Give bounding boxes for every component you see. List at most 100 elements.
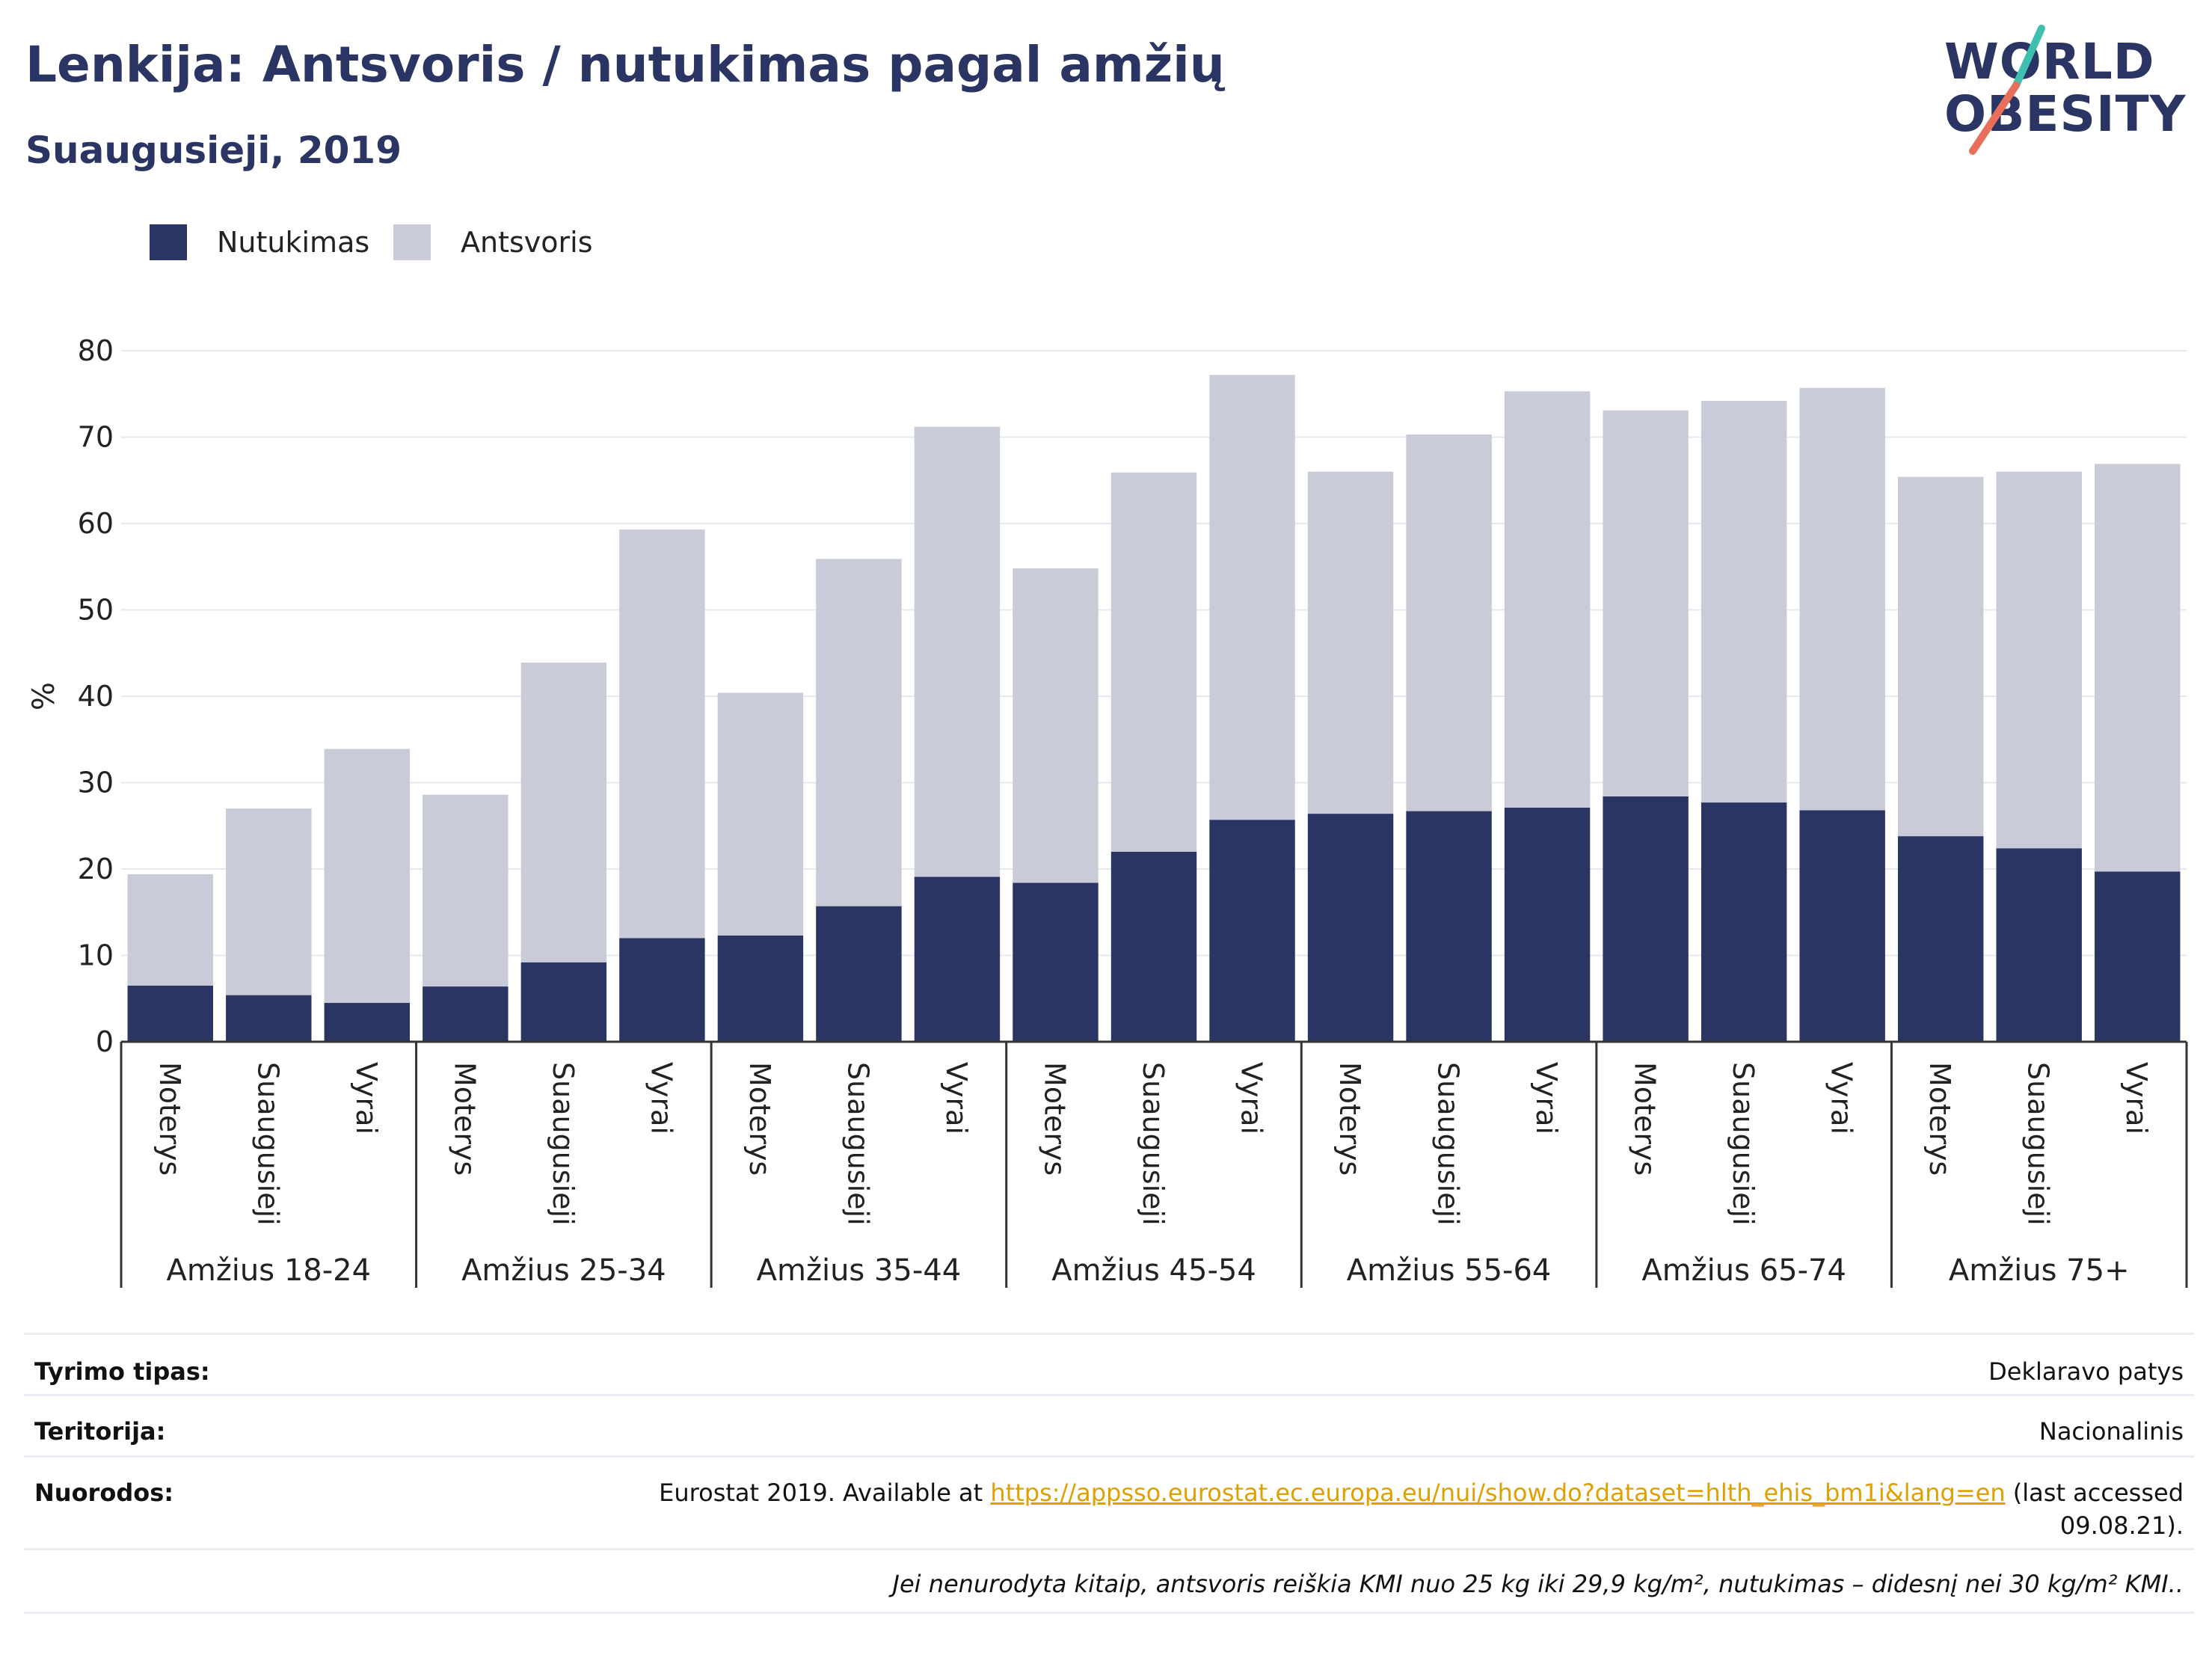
bar-nutukimas	[2095, 871, 2181, 1042]
x-tick-label: Suaugusieji	[2022, 1062, 2055, 1226]
bar-nutukimas	[619, 938, 705, 1042]
bar-nutukimas	[127, 985, 213, 1042]
bar-antsvoris	[1603, 410, 1689, 796]
chart-title: Lenkija: Antsvoris / nutukimas pagal amž…	[25, 36, 1225, 93]
x-tick-label: Vyrai	[645, 1062, 678, 1134]
bar-antsvoris	[1799, 387, 1885, 811]
references-suffix: (last accessed	[2005, 1479, 2184, 1507]
bar-antsvoris	[127, 873, 213, 986]
references-link[interactable]: https://appsso.eurostat.ec.europa.eu/nui…	[990, 1479, 2006, 1507]
x-tick-label: Suaugusieji	[841, 1062, 874, 1226]
bar-nutukimas	[1307, 814, 1394, 1042]
group-label: Amžius 18-24	[166, 1253, 371, 1288]
bar-antsvoris	[619, 529, 705, 939]
bar-nutukimas	[520, 962, 607, 1042]
legend-swatch-nutukimas	[150, 224, 187, 260]
bar-nutukimas	[1897, 836, 1984, 1042]
bar-nutukimas	[1996, 848, 2082, 1042]
references-prefix: Eurostat 2019. Available at	[659, 1479, 991, 1507]
group-label: Amžius 25-34	[461, 1253, 666, 1288]
bar-nutukimas	[324, 1003, 411, 1042]
bar-antsvoris	[914, 426, 1001, 877]
footer-note: Jei nenurodyta kitaip, antsvoris reiškia…	[892, 1570, 2184, 1598]
y-tick-label: 10	[78, 939, 114, 972]
y-tick-label: 0	[96, 1025, 114, 1058]
bar-nutukimas	[1603, 796, 1689, 1042]
x-tick-label: Vyrai	[940, 1062, 973, 1134]
bar-nutukimas	[1209, 820, 1295, 1042]
footer-row-note: Jei nenurodyta kitaip, antsvoris reiškia…	[24, 1548, 2194, 1614]
group-label: Amžius 65-74	[1641, 1253, 1846, 1288]
x-tick-label: Moterys	[1923, 1062, 1956, 1176]
x-tick-label: Vyrai	[1235, 1062, 1268, 1134]
bar-antsvoris	[1209, 375, 1295, 820]
x-tick-label: Moterys	[153, 1062, 186, 1176]
bar-antsvoris	[1013, 568, 1099, 883]
group-label: Amžius 75+	[1949, 1253, 2130, 1288]
bar-antsvoris	[1701, 400, 1787, 803]
x-tick-label: Vyrai	[1825, 1062, 1858, 1134]
legend-label-antsvoris: Antsvoris	[461, 226, 593, 259]
bar-nutukimas	[423, 986, 509, 1042]
x-tick-label: Moterys	[1333, 1062, 1366, 1176]
bar-antsvoris	[717, 693, 804, 936]
x-tick-label: Moterys	[1629, 1062, 1662, 1176]
footer-label-territory: Teritorija:	[34, 1417, 166, 1446]
bar-nutukimas	[717, 935, 804, 1042]
footer-value-territory: Nacionalinis	[2039, 1417, 2184, 1446]
legend-swatch-antsvoris	[393, 224, 431, 260]
footer-value-references: Eurostat 2019. Available at https://apps…	[659, 1479, 2184, 1507]
footer-row-references: Nuorodos: Eurostat 2019. Available at ht…	[24, 1455, 2194, 1550]
bar-antsvoris	[1307, 471, 1394, 814]
x-tick-label: Suaugusieji	[1137, 1062, 1170, 1226]
logo-slash-icon	[1969, 25, 2045, 155]
x-tick-label: Vyrai	[350, 1062, 383, 1134]
x-tick-label: Suaugusieji	[1432, 1062, 1465, 1226]
x-tick-label: Moterys	[1038, 1062, 1071, 1176]
bar-antsvoris	[423, 794, 509, 987]
bar-nutukimas	[1504, 807, 1591, 1042]
bar-nutukimas	[816, 906, 902, 1042]
y-tick-label: 70	[78, 421, 114, 454]
y-axis-label: %	[27, 682, 61, 710]
bar-antsvoris	[520, 662, 607, 962]
world-obesity-logo: WORLD OBESITY	[1944, 22, 2199, 157]
bar-nutukimas	[914, 876, 1001, 1042]
x-tick-label: Moterys	[743, 1062, 776, 1176]
bar-nutukimas	[226, 995, 312, 1042]
chart-footer: Tyrimo tipas: Deklaravo patys Teritorija…	[24, 1333, 2194, 1632]
footer-value-references-line2: 09.08.21).	[2059, 1511, 2184, 1540]
bar-nutukimas	[1013, 882, 1099, 1042]
chart-subtitle: Suaugusieji, 2019	[25, 129, 402, 172]
footer-label-references: Nuorodos:	[34, 1479, 174, 1507]
footer-value-survey-type: Deklaravo patys	[1988, 1357, 2184, 1386]
x-tick-label: Vyrai	[2120, 1062, 2153, 1134]
legend-label-nutukimas: Nutukimas	[217, 226, 370, 259]
bar-antsvoris	[1996, 471, 2082, 849]
x-tick-label: Suaugusieji	[547, 1062, 580, 1226]
group-label: Amžius 45-54	[1051, 1253, 1256, 1288]
group-label: Amžius 55-64	[1347, 1253, 1552, 1288]
x-tick-label: Vyrai	[1530, 1062, 1563, 1134]
y-tick-label: 30	[78, 767, 114, 799]
y-tick-label: 20	[78, 853, 114, 885]
bar-nutukimas	[1110, 851, 1197, 1042]
footer-row-territory: Teritorija: Nacionalinis	[24, 1394, 2194, 1458]
y-tick-label: 80	[78, 334, 114, 367]
bar-antsvoris	[324, 749, 411, 1004]
bar-nutukimas	[1799, 810, 1885, 1042]
stacked-bar-chart: 0 10 20 30 40 50 60 70 80% Moterys Suaugusieji Vyra…	[27, 334, 2188, 1288]
footer-row-survey-type: Tyrimo tipas: Deklaravo patys	[24, 1333, 2194, 1396]
footer-label-survey-type: Tyrimo tipas:	[34, 1357, 210, 1386]
logo-line-world: WORLD	[1944, 33, 2155, 90]
bar-nutukimas	[1406, 811, 1492, 1042]
bar-antsvoris	[1406, 435, 1492, 811]
bar-antsvoris	[1110, 472, 1197, 852]
y-tick-label: 60	[78, 507, 114, 540]
bar-antsvoris	[1504, 391, 1591, 808]
bar-antsvoris	[1897, 476, 1984, 837]
x-tick-label: Suaugusieji	[251, 1062, 284, 1226]
bar-antsvoris	[2095, 464, 2181, 872]
bar-nutukimas	[1701, 802, 1787, 1042]
x-tick-label: Moterys	[448, 1062, 481, 1176]
